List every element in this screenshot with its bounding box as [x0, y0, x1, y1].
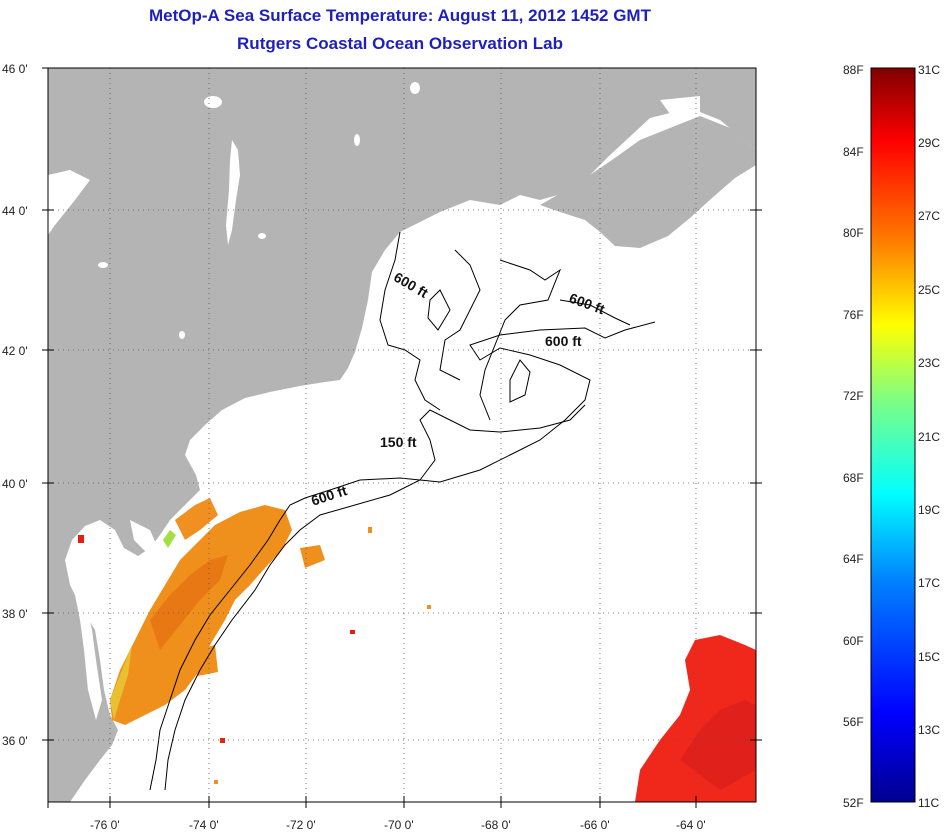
sst-speck: [78, 535, 84, 543]
contour-label: 600 ft: [545, 333, 582, 349]
colorbar: [870, 67, 916, 803]
mainland-landmass: [48, 68, 756, 802]
sst-patch-nearshore-yellow: [110, 645, 132, 720]
sst-speck: [220, 738, 225, 743]
map-title: MetOp-A Sea Surface Temperature: August …: [149, 6, 651, 25]
gulf-of-st-lawrence: [660, 96, 700, 114]
colorbar-c-label: 11C: [918, 796, 939, 810]
nova-scotia-landmass: [540, 116, 756, 248]
sst-speck: [350, 630, 355, 634]
lat-tick-label: 38 0': [2, 607, 28, 621]
bathymetry-contour-150ft: [164, 404, 586, 791]
colorbar-f-label: 64F: [843, 552, 864, 566]
delaware-bay: [130, 520, 158, 552]
lat-tick-label: 46 0': [2, 62, 28, 76]
lat-tick-label: 36 0': [2, 734, 28, 748]
bathymetry-contour-gulf-of-maine: [379, 231, 631, 421]
lake-ontario: [48, 170, 90, 235]
lake: [410, 82, 420, 94]
axis-ticks: [42, 67, 762, 808]
colorbar-c-label: 17C: [918, 576, 940, 590]
lon-tick-label: -66 0': [580, 818, 610, 832]
colorbar-f-label: 60F: [843, 634, 864, 648]
colorbar-c-label: 25C: [918, 283, 940, 297]
sst-speck: [368, 527, 372, 533]
map-subtitle: Rutgers Coastal Ocean Observation Lab: [237, 34, 563, 53]
contour-label: 150 ft: [380, 434, 417, 450]
lon-tick-label: -74 0': [189, 818, 219, 832]
colorbar-f-label: 84F: [843, 145, 864, 159]
sst-patch-coastal-warm: [150, 555, 228, 650]
colorbar-c-label: 19C: [918, 503, 940, 517]
long-island-sound: [200, 402, 310, 448]
colorbar-f-label: 68F: [843, 471, 864, 485]
sst-speck: [427, 605, 431, 609]
colorbar-f-label: 56F: [843, 715, 864, 729]
colorbar-f-label: 52F: [843, 796, 864, 810]
lake: [258, 233, 266, 239]
lon-tick-label: -64 0': [676, 818, 706, 832]
sst-patch-nj-shelf: [175, 498, 218, 540]
lon-tick-label: -70 0': [384, 818, 414, 832]
colorbar-c-label: 31C: [918, 63, 940, 77]
sst-patch-midatlantic: [110, 505, 292, 725]
sst-patch-nearshore-green: [163, 530, 176, 548]
sst-patch-gulf-stream-inner: [680, 700, 756, 790]
lake: [354, 134, 360, 146]
lake-champlain: [226, 140, 240, 245]
cape-breton-landmass: [700, 96, 756, 130]
lat-tick-label: 42 0': [2, 344, 28, 358]
lake: [179, 331, 185, 339]
colorbar-f-label: 76F: [843, 308, 864, 322]
lat-tick-label: 40 0': [2, 477, 28, 491]
sst-patch-offshore-small: [300, 545, 325, 568]
colorbar-c-label: 23C: [918, 356, 940, 370]
lat-tick-label: 44 0': [2, 204, 28, 218]
colorbar-c-label: 29C: [918, 136, 940, 150]
colorbar-c-label: 15C: [918, 650, 940, 664]
chesapeake-bay: [74, 560, 102, 720]
colorbar-c-label: 27C: [918, 209, 940, 223]
colorbar-f-label: 88F: [843, 63, 864, 77]
bathymetry-contour-600ft: [149, 321, 656, 791]
lon-tick-label: -76 0': [90, 818, 120, 832]
lake: [204, 96, 222, 108]
lon-tick-label: -68 0': [481, 818, 511, 832]
colorbar-c-label: 21C: [918, 430, 940, 444]
lon-tick-label: -72 0': [286, 818, 316, 832]
colorbar-f-label: 72F: [843, 389, 864, 403]
colorbar-f-label: 80F: [843, 226, 864, 240]
sst-speck: [214, 780, 218, 784]
colorbar-c-label: 13C: [918, 723, 940, 737]
lake: [98, 262, 108, 268]
graticule: [48, 68, 756, 802]
